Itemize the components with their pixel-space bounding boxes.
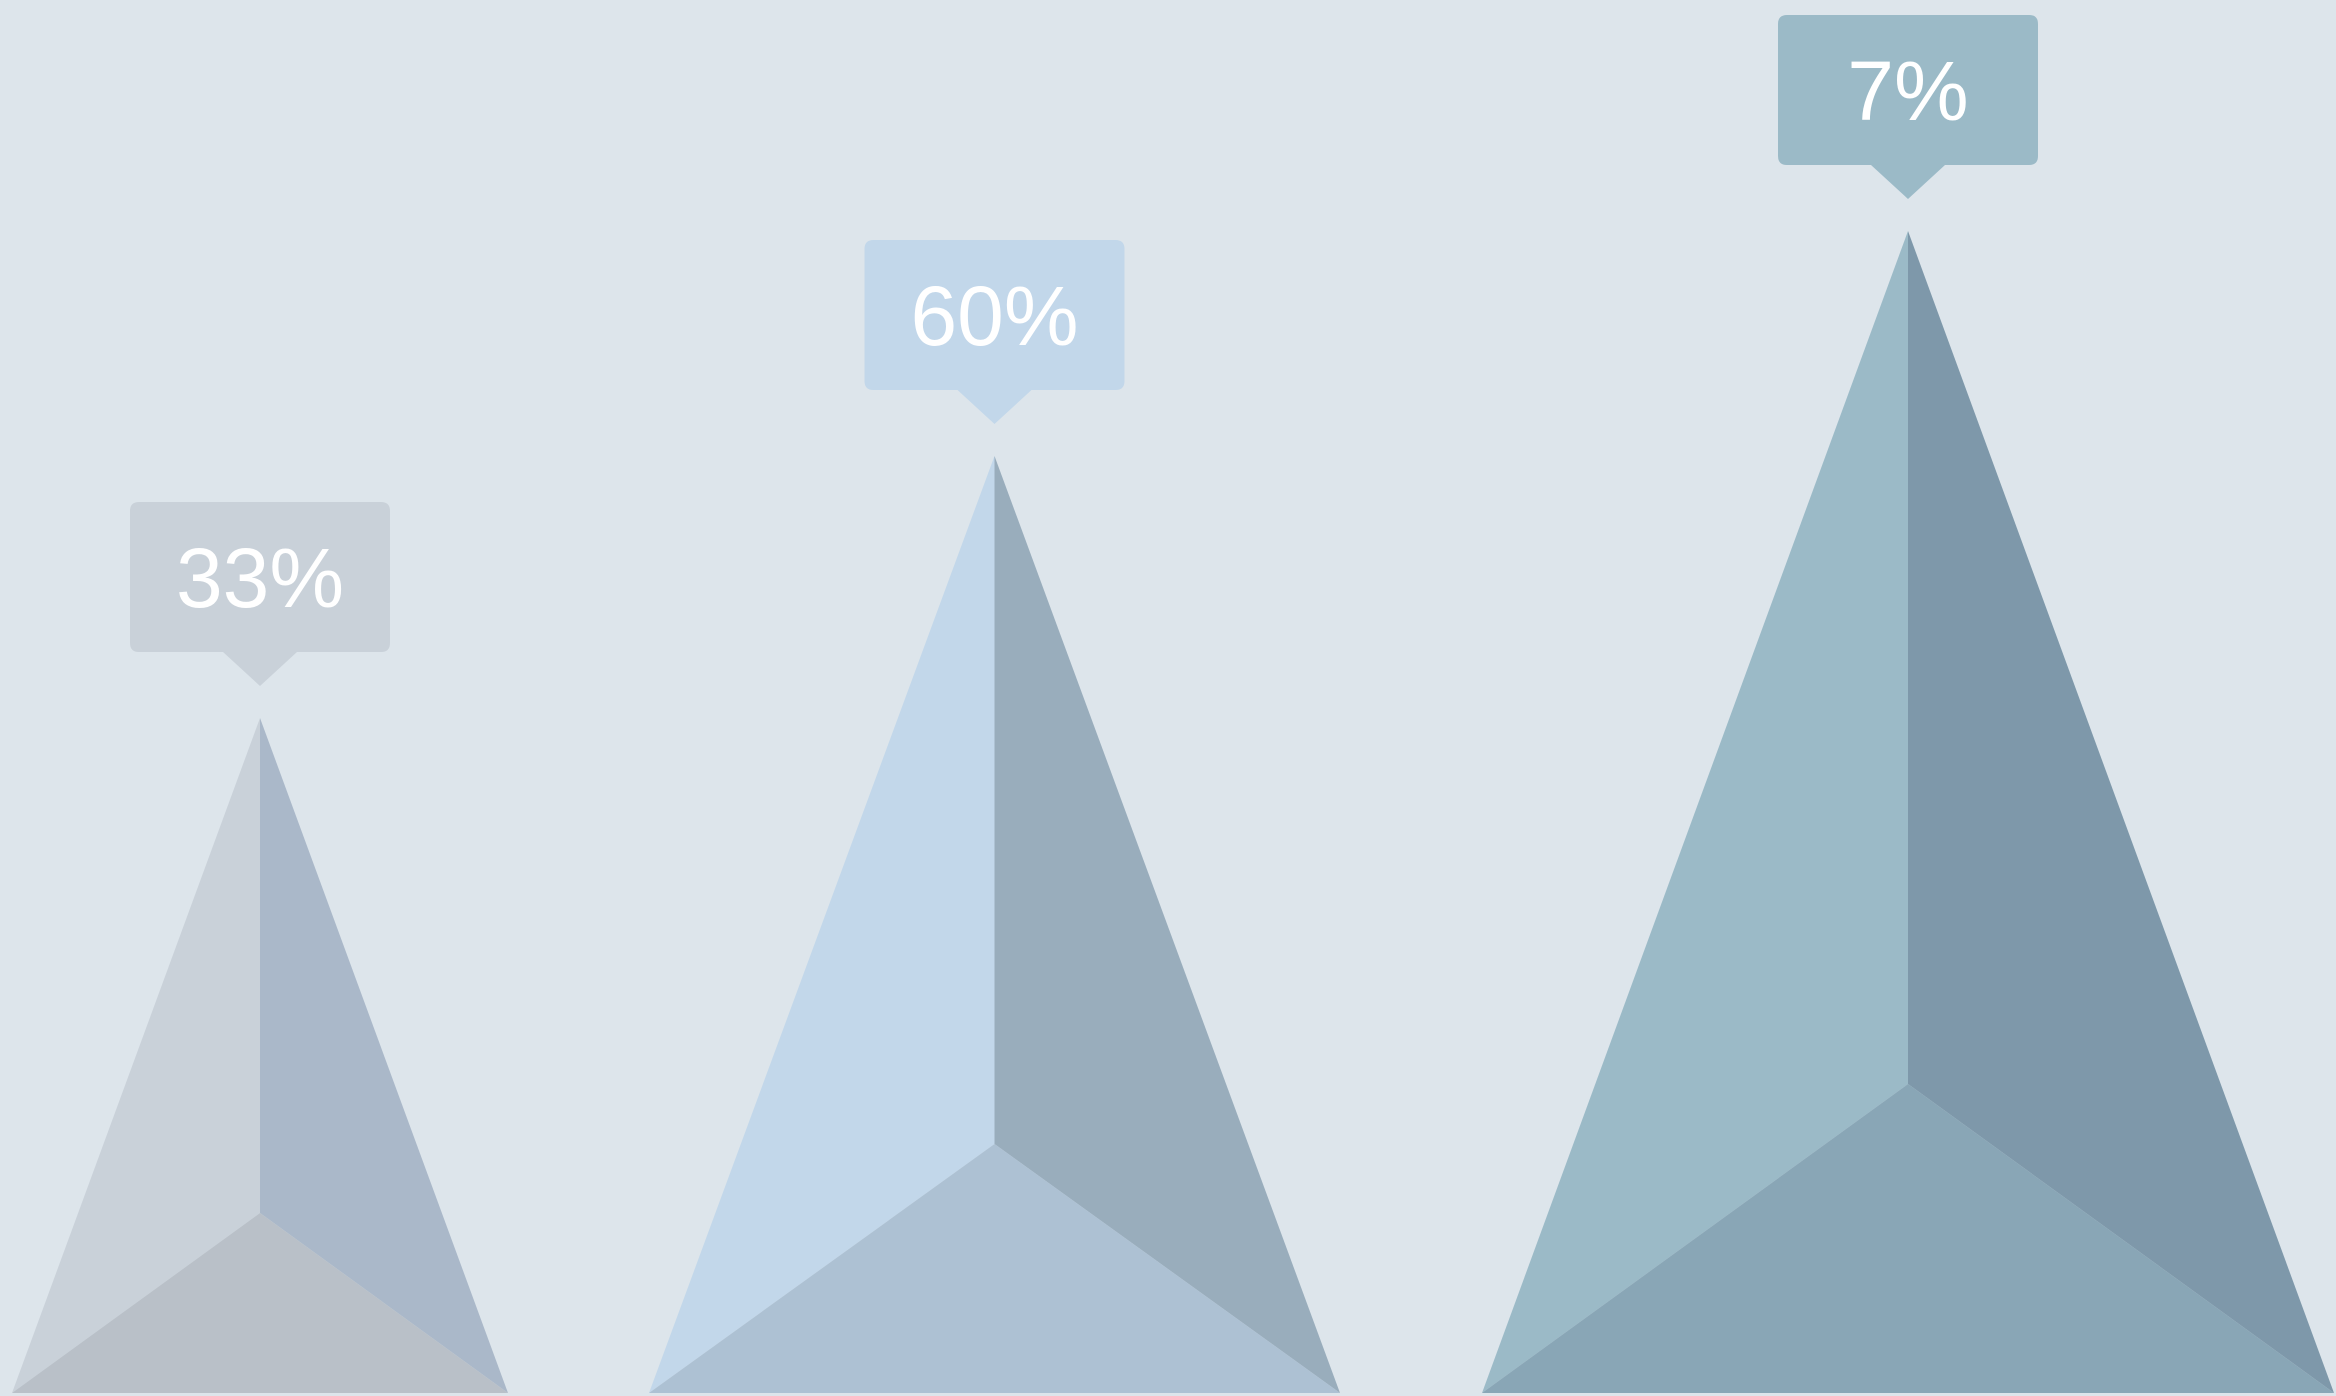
- data-label-3: 7%: [1847, 44, 1968, 138]
- pyramid-1-right-face: [260, 718, 508, 1393]
- pyramid-1-left-face: [12, 718, 260, 1393]
- pyramid-1-bottom-face: [12, 1213, 508, 1393]
- data-label-1: 33%: [176, 531, 344, 625]
- pyramid-1: 33%: [12, 502, 508, 1393]
- pyramid-2-bottom-face: [649, 1144, 1340, 1393]
- pyramid-2: 60%: [649, 240, 1340, 1393]
- pyramid-3-bottom-face: [1482, 1084, 2334, 1393]
- data-label-1-callout: [130, 502, 390, 686]
- pyramid-3-right-face: [1908, 231, 2334, 1393]
- pyramid-3: 7%: [1482, 15, 2334, 1393]
- data-label-2: 60%: [910, 269, 1078, 363]
- pyramid-2-left-face: [649, 456, 995, 1393]
- pyramid-3-left-face: [1482, 231, 1908, 1393]
- data-label-2-callout: [864, 240, 1125, 424]
- data-label-3-callout: [1778, 15, 2038, 199]
- chart-marks: 33% 60% 7%: [12, 15, 2334, 1393]
- pyramid-2-right-face: [994, 456, 1340, 1393]
